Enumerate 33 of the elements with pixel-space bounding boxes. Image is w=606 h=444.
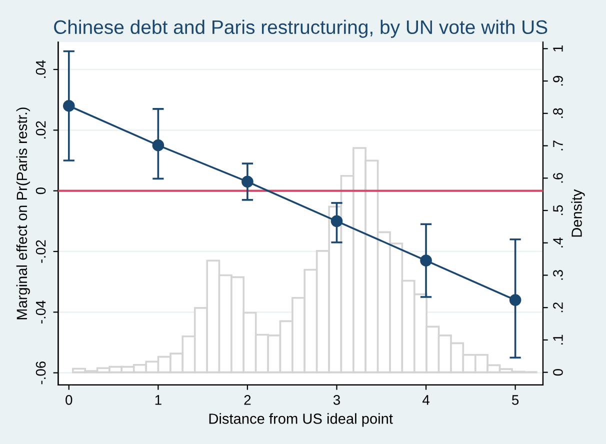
x-tick-label: 1 xyxy=(155,395,162,405)
y-axis-title: Marginal effect on Pr(Paris restr.) xyxy=(16,108,30,320)
x-axis-title: Distance from US ideal point xyxy=(209,413,393,427)
y2-tick-label: .9 xyxy=(553,76,563,86)
x-tick-label: 0 xyxy=(66,395,72,405)
y-tick-label: -.02 xyxy=(36,240,46,263)
chart-title: Chinese debt and Paris restructuring, by UN vote with US xyxy=(54,20,548,38)
point xyxy=(330,215,343,228)
point xyxy=(420,254,432,266)
x-tick-label: 5 xyxy=(512,395,519,405)
x-tick-label: 4 xyxy=(422,395,430,405)
y2-tick-label: .2 xyxy=(553,302,563,312)
point xyxy=(509,294,522,306)
y2-tick-label: .7 xyxy=(553,140,563,150)
y2-tick-label: .8 xyxy=(553,108,563,118)
point xyxy=(152,139,164,152)
point xyxy=(242,176,254,188)
y2-tick-label: .4 xyxy=(553,237,563,248)
y-tick-label: .02 xyxy=(36,121,46,139)
y2-tick-label: .6 xyxy=(553,172,563,183)
y2-tick-label: 0 xyxy=(553,369,563,376)
y-tick-label: -.04 xyxy=(36,300,46,324)
y-tick-label: 0 xyxy=(36,187,46,194)
y2-tick-label: 1 xyxy=(553,45,563,52)
y2-tick-label: .5 xyxy=(553,205,563,216)
x-tick-label: 2 xyxy=(244,395,251,405)
point xyxy=(62,100,75,112)
y-tick-label: .04 xyxy=(36,60,46,78)
y2-tick-label: .3 xyxy=(553,270,563,280)
y-tick-label: -.06 xyxy=(36,361,46,384)
x-tick-label: 3 xyxy=(333,395,340,405)
y2-axis-title: Density xyxy=(571,189,585,237)
y2-tick-label: .1 xyxy=(553,334,563,344)
